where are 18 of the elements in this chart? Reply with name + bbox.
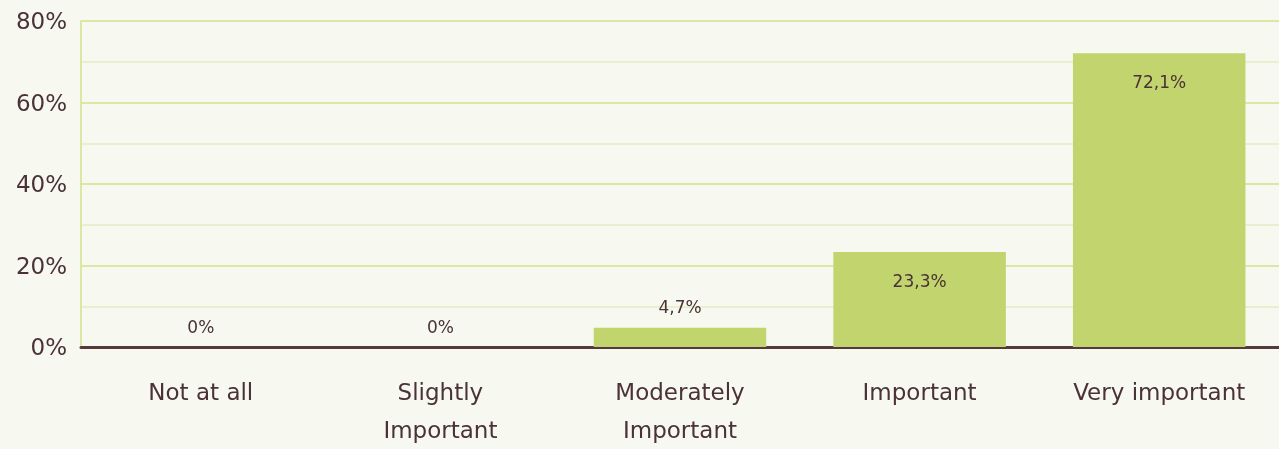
x-tick-label: Important <box>862 379 977 405</box>
y-tick-label: 20% <box>15 252 67 279</box>
x-tick-label: Not at all <box>148 379 254 405</box>
data-label: 0% <box>187 316 215 337</box>
data-label: 23,3% <box>892 270 947 291</box>
y-tick-label: 60% <box>15 89 67 116</box>
x-tick-label: Very important <box>1073 379 1246 405</box>
bar <box>833 252 1006 347</box>
bar <box>1072 53 1246 347</box>
y-tick-label: 0% <box>30 334 67 360</box>
data-label: 4,7% <box>658 297 702 318</box>
bar <box>593 327 767 347</box>
y-tick-label: 80% <box>15 8 67 34</box>
x-tick-label: Slightly Important <box>383 379 498 443</box>
data-label: 0% <box>426 316 454 337</box>
x-tick-label: Moderately Important <box>615 379 745 443</box>
y-tick-label: 40% <box>15 171 67 197</box>
data-label: 72,1% <box>1132 71 1187 92</box>
